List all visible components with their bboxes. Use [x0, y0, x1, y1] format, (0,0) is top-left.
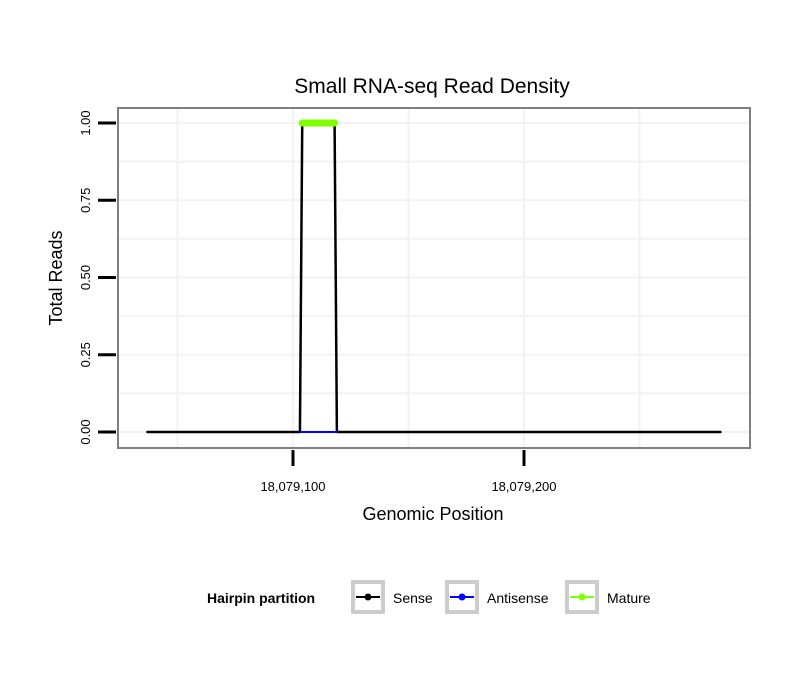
y-tick-label: 0.25: [78, 342, 93, 367]
legend: Hairpin partition Sense Antisense Mature: [207, 580, 651, 614]
legend-label-sense: Sense: [393, 590, 433, 606]
grid: [118, 108, 750, 448]
axes: 0.00 0.25 0.50 0.75 1.00 18,079,100 18,079,200: [78, 110, 557, 494]
x-tick-label: 18,079,100: [260, 479, 325, 494]
y-tick-label: 0.00: [78, 419, 93, 444]
legend-key-point: [578, 593, 586, 601]
legend-key-point: [458, 593, 466, 601]
legend-label-antisense: Antisense: [487, 590, 549, 606]
legend-key-point: [364, 593, 372, 601]
y-axis-label: Total Reads: [46, 230, 66, 325]
y-tick-label: 0.75: [78, 188, 93, 213]
y-tick-label: 1.00: [78, 110, 93, 135]
legend-label-mature: Mature: [607, 590, 651, 606]
x-tick-label: 18,079,200: [491, 479, 556, 494]
series-layer: [146, 119, 722, 434]
chart-title: Small RNA-seq Read Density: [294, 75, 570, 98]
y-tick-label: 0.50: [78, 265, 93, 290]
plot-panel-border: [117, 107, 751, 449]
legend-title: Hairpin partition: [207, 590, 315, 606]
x-axis-label: Genomic Position: [362, 504, 503, 524]
